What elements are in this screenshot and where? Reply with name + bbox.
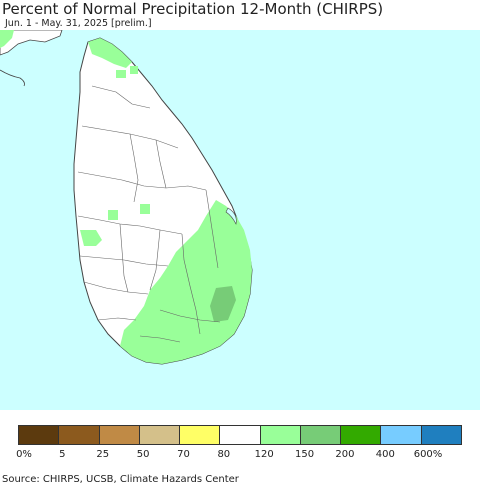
legend-tick-label: 400: [375, 449, 395, 460]
southeast-green: [120, 200, 252, 364]
west-green-2: [108, 204, 150, 220]
legend-swatch: [59, 426, 100, 444]
legend-swatch: [180, 426, 221, 444]
legend-swatch: [260, 426, 301, 444]
southeast-darker: [210, 286, 236, 322]
legend-swatch: [300, 426, 342, 444]
map-subtitle: Jun. 1 - May. 31, 2025 [prelim.]: [5, 18, 152, 29]
precipitation-map: [0, 30, 480, 410]
legend-tick-label: 150: [294, 449, 315, 460]
legend-tick-label: 80: [217, 449, 231, 460]
india-shoal: [0, 69, 25, 87]
legend-bar: [18, 425, 462, 445]
west-green: [80, 230, 102, 246]
district-borders: [77, 85, 221, 343]
legend-swatch: [19, 426, 60, 444]
legend-tick-label: 5: [59, 449, 66, 460]
legend-swatch: [220, 426, 261, 444]
ocean: [0, 30, 480, 410]
map-title: Percent of Normal Precipitation 12-Month…: [2, 0, 384, 18]
north-green: [88, 38, 132, 68]
legend-swatch: [139, 426, 181, 444]
india-coast: [0, 30, 63, 56]
legend-swatch: [421, 426, 461, 444]
north-green-spots: [116, 66, 138, 78]
legend-tick-label: 120: [254, 449, 274, 460]
legend-swatch: [99, 426, 140, 444]
legend-tick-label: 25: [96, 449, 110, 460]
legend-tick-label: 0%: [16, 449, 32, 460]
india-coast-green: [0, 30, 14, 48]
legend-swatch: [341, 426, 382, 444]
legend-swatch: [381, 426, 422, 444]
legend-tick-label: 70: [177, 449, 190, 460]
source-credit: Source: CHIRPS, UCSB, Climate Hazards Ce…: [2, 474, 239, 485]
legend-tick-label: 50: [136, 449, 150, 460]
legend-tick-label: 200: [335, 449, 355, 460]
legend-tick-label: 600%: [413, 449, 443, 460]
east-lagoon: [225, 207, 237, 225]
